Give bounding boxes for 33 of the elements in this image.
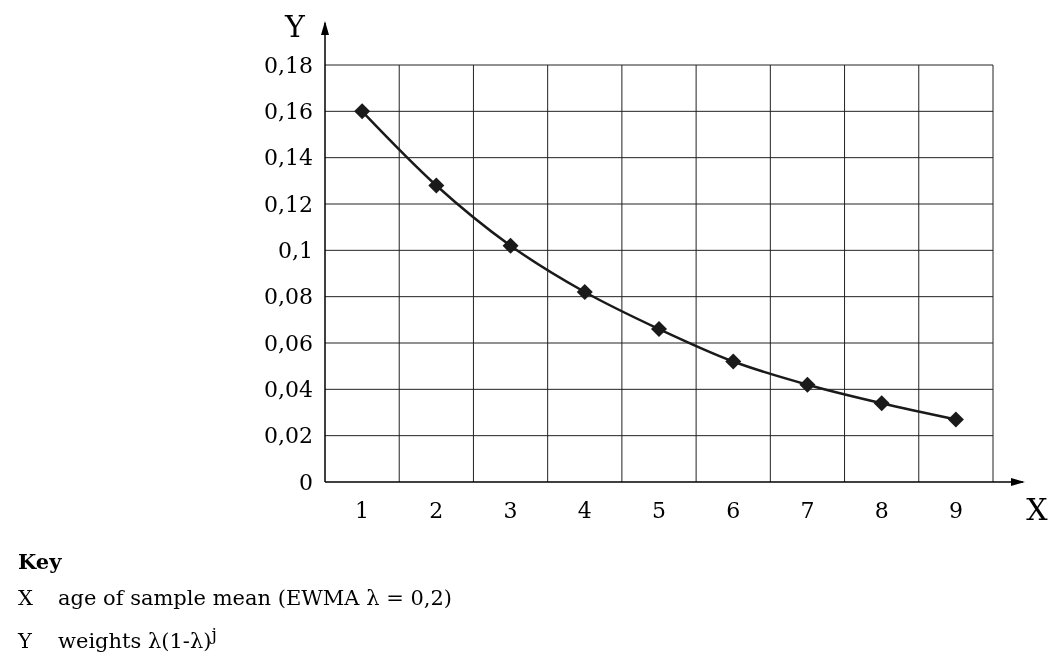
- y-axis-title: Y: [284, 9, 307, 44]
- y-tick-label: 0,18: [264, 52, 313, 78]
- x-axis-title: X: [1026, 492, 1049, 527]
- text: Key: [18, 548, 62, 576]
- y-tick-label: 0,02: [264, 423, 313, 449]
- point: [502, 237, 519, 254]
- x-tick-label: 5: [652, 498, 666, 523]
- y-tick-label: 0,16: [264, 98, 313, 124]
- x-tick-label: 4: [577, 498, 592, 523]
- x-tick-label: 2: [429, 498, 444, 523]
- text: X age of sample mean (EWMA λ = 0,2): [18, 585, 452, 612]
- y-tick-label: 0,14: [264, 145, 313, 171]
- x-tick-label: 8: [874, 498, 889, 523]
- x-tick-label: 7: [800, 498, 815, 523]
- x-tick-label: 6: [726, 498, 741, 523]
- point: [947, 411, 964, 428]
- text: Y weights λ(1-λ)$^{j}$: [18, 624, 217, 653]
- x-tick-label: 3: [503, 498, 518, 523]
- x-tick-label: 1: [355, 498, 370, 523]
- point: [799, 376, 816, 393]
- point: [354, 103, 371, 120]
- y-tick-label: 0: [299, 469, 313, 495]
- point: [576, 284, 593, 301]
- y-tick-label: 0,12: [264, 191, 313, 217]
- point: [725, 353, 742, 370]
- y-tick-label: 0,04: [264, 376, 313, 402]
- x-tick-label: 9: [948, 498, 963, 523]
- point: [428, 177, 445, 194]
- y-tick-label: 0,08: [264, 284, 313, 310]
- y-tick-label: 0,06: [264, 330, 313, 356]
- point: [651, 321, 667, 338]
- point: [873, 395, 890, 412]
- y-tick-label: 0,1: [278, 237, 313, 263]
